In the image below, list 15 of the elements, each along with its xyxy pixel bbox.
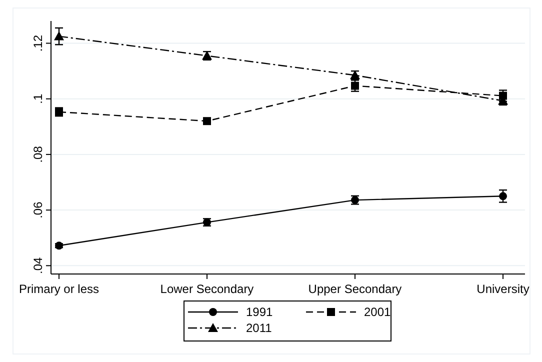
y-tick-label: .12 <box>31 34 45 52</box>
point <box>54 31 64 40</box>
x-tick-label: Upper Secondary <box>308 282 402 296</box>
x-tick-label: University <box>476 282 530 296</box>
legend-label: 1991 <box>246 305 274 319</box>
point <box>499 192 507 200</box>
legend-label: 2011 <box>246 321 272 335</box>
x-tick-label: Lower Secondary <box>160 282 254 296</box>
y-tick-label: .08 <box>31 146 45 163</box>
point <box>203 117 211 126</box>
legend-label: 2001 <box>364 305 392 319</box>
y-tick-label: .04 <box>31 256 45 274</box>
x-tick-label: Primary or less <box>18 282 100 296</box>
y-tick-label: .06 <box>31 201 45 218</box>
y-tick-label: .1 <box>31 94 45 104</box>
